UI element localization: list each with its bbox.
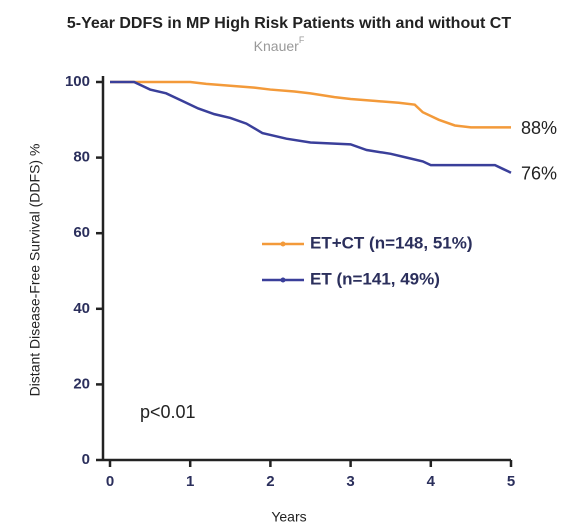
x-tick-label: 1 bbox=[186, 473, 194, 490]
y-tick-label: 100 bbox=[65, 73, 90, 90]
chart-title: 5-Year DDFS in MP High Risk Patients wit… bbox=[67, 15, 511, 32]
x-tick-label: 5 bbox=[507, 473, 515, 490]
x-tick-label: 0 bbox=[106, 473, 114, 490]
end-label: 76% bbox=[521, 163, 557, 183]
x-tick-label: 2 bbox=[266, 473, 274, 490]
y-tick-label: 40 bbox=[73, 300, 90, 317]
p-value: p<0.01 bbox=[140, 402, 196, 422]
x-tick-label: 4 bbox=[427, 473, 436, 490]
end-label: 88% bbox=[521, 118, 557, 138]
x-tick-label: 3 bbox=[346, 473, 354, 490]
y-tick-label: 80 bbox=[73, 149, 90, 166]
y-tick-label: 0 bbox=[82, 451, 90, 468]
legend-marker bbox=[280, 277, 286, 283]
y-tick-label: 20 bbox=[73, 375, 90, 392]
chart-subtitle: KnauerF bbox=[254, 35, 305, 53]
legend-marker bbox=[280, 241, 286, 247]
subtitle-text: Knauer bbox=[254, 38, 299, 54]
survival-curve bbox=[110, 80, 511, 129]
y-tick-label: 60 bbox=[73, 224, 90, 241]
survival-curve bbox=[110, 80, 512, 174]
subtitle-superscript: F bbox=[299, 35, 305, 45]
legend-label: ET+CT (n=148, 51%) bbox=[310, 233, 473, 252]
x-axis-label: Years bbox=[271, 509, 306, 525]
legend-label: ET (n=141, 49%) bbox=[310, 269, 440, 288]
y-axis-label: Distant Disease-Free Survival (DDFS) % bbox=[27, 144, 43, 397]
